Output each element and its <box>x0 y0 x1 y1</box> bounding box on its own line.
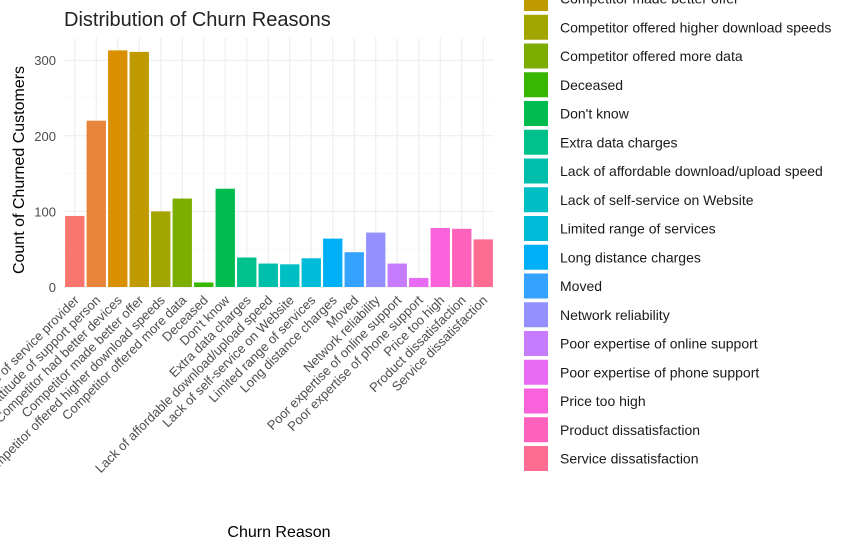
bar: Poor expertise of phone support: 12 <box>409 277 429 287</box>
legend-label: Competitor offered higher download speed… <box>560 19 831 35</box>
legend-key <box>524 72 548 98</box>
bar: Extra data charges: 39 <box>237 257 257 287</box>
bars: Attitude of service provider: 94Attitude… <box>65 50 493 288</box>
legend-key <box>524 244 548 270</box>
legend-label: Poor expertise of online support <box>560 336 758 352</box>
bar: Moved: 46 <box>344 252 364 287</box>
bar: Competitor had better devices: 313 <box>108 50 128 288</box>
legend-key <box>524 0 548 11</box>
bar: Poor expertise of online support: 31 <box>387 263 407 287</box>
legend-key <box>524 273 548 299</box>
legend-key <box>524 302 548 328</box>
legend-key <box>524 216 548 241</box>
legend-key <box>524 388 548 414</box>
legend-label: Long distance charges <box>560 249 701 265</box>
y-tick-label: 300 <box>34 53 56 68</box>
legend-label: Product dissatisfaction <box>560 422 700 438</box>
bar: Deceased: 6 <box>194 282 214 287</box>
legend-key <box>524 331 548 356</box>
bar: Attitude of support person: 220 <box>86 120 106 288</box>
grid <box>64 38 494 288</box>
legend-label: Price too high <box>560 393 646 409</box>
legend-label: Competitor offered more data <box>560 48 743 64</box>
legend-label: Lack of self-service on Website <box>560 192 754 208</box>
legend-key <box>524 417 548 443</box>
bar: Don't know: 130 <box>215 188 235 287</box>
bar: Network reliability: 72 <box>366 232 386 287</box>
legend-label: Poor expertise of phone support <box>560 364 759 380</box>
bar: Product dissatisfaction: 77 <box>452 228 472 287</box>
bar: Service dissatisfaction: 63 <box>473 239 493 287</box>
legend-label: Limited range of services <box>560 221 716 237</box>
legend-key <box>524 14 548 40</box>
legend-label: Moved <box>560 278 602 294</box>
bar: Competitor made better offer: 311 <box>129 51 149 287</box>
bar: Price too high: 78 <box>430 228 450 287</box>
legend-label: Lack of affordable download/upload speed <box>560 163 823 179</box>
legend-label: Don't know <box>560 106 630 122</box>
y-tick-label: 100 <box>34 204 56 219</box>
bar: Lack of affordable download/upload speed… <box>258 263 278 287</box>
legend-key <box>524 129 548 155</box>
legend-label: Service dissatisfaction <box>560 451 699 467</box>
legend-label: Deceased <box>560 77 623 93</box>
x-axis-title: Churn Reason <box>227 524 330 541</box>
y-axis-title: Count of Churned Customers <box>11 66 28 274</box>
legend-label: Network reliability <box>560 307 670 323</box>
legend-key <box>524 101 548 126</box>
legend-key <box>524 446 548 471</box>
bar: Competitor offered higher download speed… <box>151 211 171 287</box>
y-axis: 0 100 200 300 <box>34 53 56 295</box>
legend-key <box>524 187 548 213</box>
legend: Competitor made better offer Competitor o… <box>524 0 831 471</box>
bar: Long distance charges: 64 <box>323 238 343 287</box>
legend-key <box>524 359 548 385</box>
bar: Limited range of services: 38 <box>301 258 321 287</box>
legend-label: Competitor made better offer <box>560 0 739 7</box>
chart-title: Distribution of Churn Reasons <box>64 9 331 31</box>
legend-key <box>524 43 548 69</box>
bar: Lack of self-service on Website: 30 <box>280 264 300 287</box>
y-tick-label: 0 <box>49 280 56 295</box>
y-tick-label: 200 <box>34 129 56 144</box>
legend-label: Extra data charges <box>560 134 678 150</box>
bar: Attitude of service provider: 94 <box>65 215 85 287</box>
bar: Competitor offered more data: 117 <box>172 198 192 287</box>
legend-key <box>524 158 548 184</box>
